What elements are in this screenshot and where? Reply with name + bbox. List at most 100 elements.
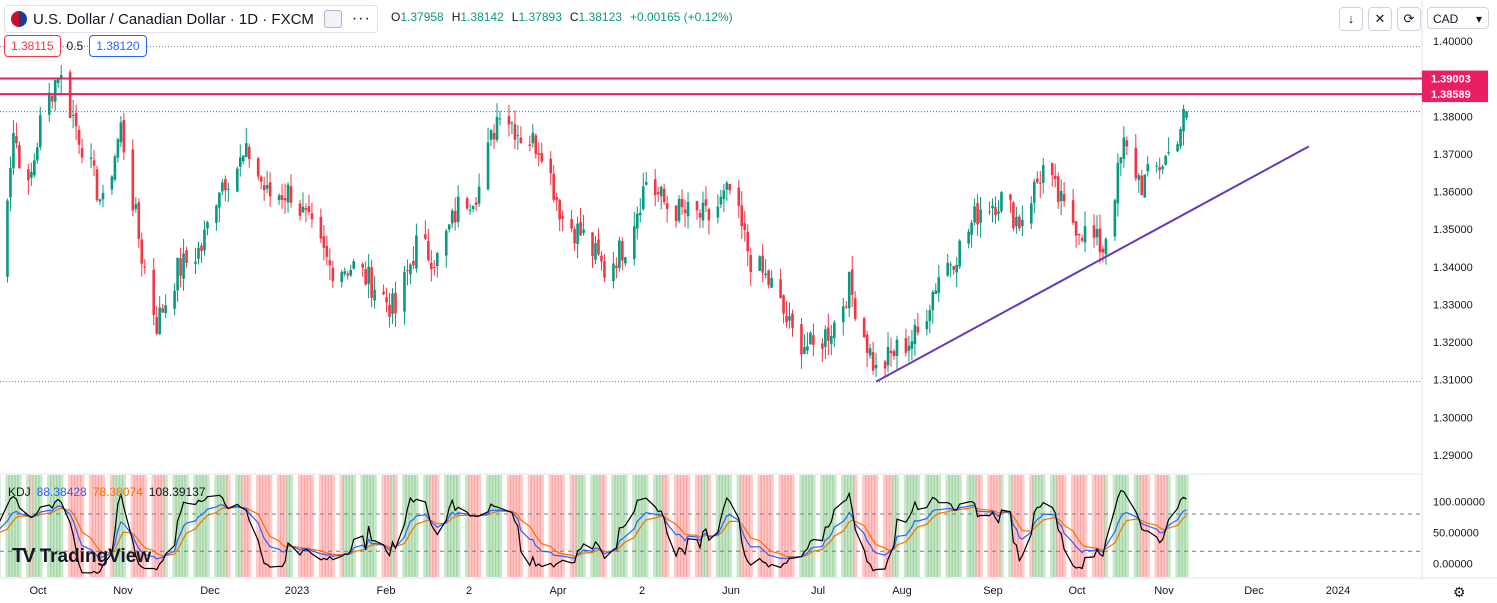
- candle-body: [600, 255, 603, 262]
- candle-body: [71, 114, 75, 116]
- kdj-zone: [945, 475, 950, 577]
- candle-body: [1030, 203, 1033, 224]
- kdj-zone: [133, 475, 139, 577]
- ohlc-close: C1.38123: [569, 10, 622, 24]
- candle-body: [236, 168, 239, 192]
- candle-body: [134, 204, 138, 209]
- symbol-header[interactable]: U.S. Dollar / Canadian Dollar · 1D · FXC…: [4, 5, 378, 33]
- candle-body: [367, 266, 370, 284]
- kdj-zone: [435, 475, 440, 577]
- candle-body: [319, 216, 323, 239]
- candle-body: [907, 345, 911, 351]
- candle-body: [12, 133, 15, 169]
- kdj-zone: [1070, 475, 1076, 577]
- candle-body: [1050, 162, 1054, 176]
- candle-body: [847, 271, 851, 309]
- kdj-zone: [79, 475, 85, 577]
- kdj-zone: [948, 475, 953, 577]
- time-tick-label: 2: [466, 585, 472, 597]
- kdj-zone: [348, 475, 353, 577]
- candle-body: [18, 145, 21, 169]
- time-tick-label: Oct: [1068, 585, 1085, 597]
- price-tick-label: 1.31000: [1433, 375, 1473, 387]
- candle-body: [331, 268, 335, 282]
- kdj-zone: [745, 475, 750, 577]
- spread-panel: 1.38115 0.5 1.38120: [4, 35, 147, 57]
- kdj-zone: [220, 475, 225, 577]
- kdj-zone: [996, 475, 1001, 577]
- candle-body: [164, 305, 167, 314]
- reset-button[interactable]: ⟳: [1397, 7, 1421, 31]
- kdj-zone: [1073, 475, 1079, 577]
- candle-body: [280, 195, 284, 201]
- gear-icon[interactable]: ⚙: [1453, 584, 1466, 600]
- kdj-zone: [930, 475, 936, 577]
- kdj-zone: [193, 475, 198, 577]
- hide-icon[interactable]: [323, 10, 342, 28]
- kdj-zone: [476, 475, 482, 577]
- candle-body: [1083, 226, 1087, 243]
- kdj-zone: [184, 475, 189, 577]
- candle-body: [322, 236, 326, 248]
- collapse-button[interactable]: ✕: [1368, 7, 1392, 31]
- scroll-down-button[interactable]: ↓: [1339, 7, 1363, 31]
- kdj-zone: [97, 475, 103, 577]
- candle-body: [465, 198, 469, 209]
- candle-body: [495, 116, 499, 140]
- time-tick-label: Dec: [1244, 585, 1264, 597]
- more-options-icon[interactable]: ···: [351, 10, 371, 27]
- kdj-zone: [154, 475, 159, 577]
- candle-body: [695, 201, 699, 211]
- candle-body: [1179, 129, 1182, 147]
- kdj-zone: [903, 475, 909, 577]
- candle-body: [450, 210, 454, 224]
- candle-body: [77, 129, 81, 145]
- candle-body: [1071, 200, 1075, 223]
- kdj-zone: [26, 475, 31, 577]
- candle-body: [722, 190, 726, 199]
- candle-body: [1125, 140, 1129, 147]
- sell-price-button[interactable]: 1.38115: [4, 35, 61, 57]
- candle-body: [746, 232, 750, 252]
- kdj-zone: [1181, 475, 1186, 577]
- kdj-zone: [130, 475, 136, 577]
- kdj-zone: [850, 475, 855, 577]
- buy-price-button[interactable]: 1.38120: [89, 35, 147, 57]
- time-tick-label: 2: [639, 585, 645, 597]
- candle-body: [430, 262, 433, 270]
- kdj-zone: [847, 475, 852, 577]
- kdj-zone: [617, 475, 622, 577]
- candle-body: [424, 234, 427, 239]
- kdj-zone: [1112, 475, 1118, 577]
- kdj-zone: [366, 475, 371, 577]
- candle-body: [1119, 157, 1123, 164]
- candle-body: [591, 232, 594, 257]
- kdj-zone: [73, 475, 79, 577]
- candle-body: [871, 351, 875, 371]
- time-tick-label: Sep: [983, 585, 1003, 597]
- candle-body: [471, 205, 475, 210]
- tradingview-logo[interactable]: TV TradingView: [12, 545, 151, 568]
- kdj-zone: [363, 475, 368, 577]
- kdj-zone: [238, 475, 243, 577]
- currency-select[interactable]: CAD: [1427, 7, 1489, 30]
- level-label-box: [1422, 86, 1488, 103]
- candle-body: [346, 273, 350, 276]
- candle-body: [1113, 200, 1117, 237]
- candle-body: [447, 224, 451, 230]
- candle-body: [1182, 108, 1185, 132]
- kdj-zone: [602, 475, 607, 577]
- kdj-zone: [912, 475, 918, 577]
- kdj-zone: [533, 475, 538, 577]
- kdj-zone: [351, 475, 356, 577]
- kdj-zone: [724, 475, 730, 577]
- candle-body: [68, 72, 72, 118]
- kdj-zone: [372, 475, 377, 577]
- kdj-zone: [1124, 475, 1130, 577]
- kdj-zone: [766, 475, 771, 577]
- candle-body: [1056, 176, 1060, 203]
- kdj-zone: [0, 475, 1, 577]
- kdj-zone: [235, 475, 240, 577]
- candle-body: [749, 255, 753, 273]
